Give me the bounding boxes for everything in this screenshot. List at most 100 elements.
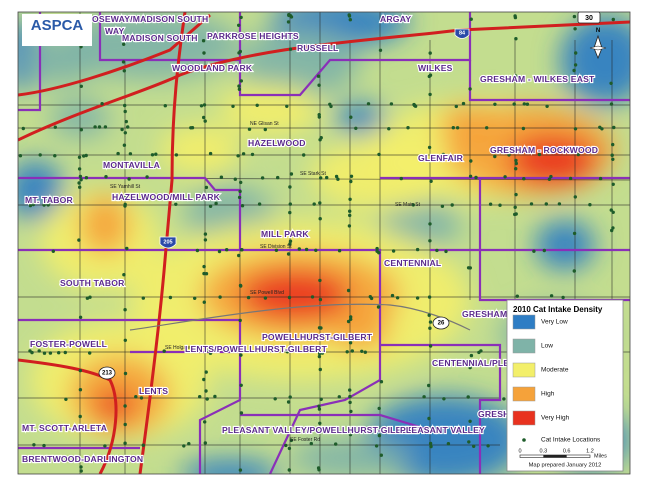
intake-point (468, 266, 472, 270)
intake-point (568, 176, 573, 181)
intake-point (77, 181, 81, 185)
intake-point (444, 249, 448, 254)
intake-point (549, 174, 553, 179)
intake-point (611, 17, 615, 22)
intake-point (287, 13, 291, 17)
intake-point (18, 154, 23, 158)
intake-point (287, 446, 292, 451)
intake-point (348, 18, 352, 22)
intake-point (237, 84, 241, 88)
intake-point (219, 175, 224, 179)
intake-point (120, 127, 124, 132)
intake-point (544, 202, 548, 206)
intake-point (428, 326, 432, 330)
intake-point (525, 102, 530, 106)
intake-point (610, 228, 614, 233)
intake-point (317, 83, 321, 87)
scale-bar (543, 455, 567, 458)
intake-point (77, 238, 81, 242)
intake-point (572, 14, 577, 19)
intake-point (78, 368, 83, 373)
shield-label: 26 (438, 321, 445, 327)
intake-point (574, 51, 578, 55)
intake-point (199, 104, 204, 108)
intake-point (428, 320, 433, 324)
street-label: SE Main St (395, 202, 421, 208)
neighborhood-label: SOUTH TABOR (60, 278, 125, 288)
intake-point (334, 174, 339, 179)
intake-point (468, 419, 472, 423)
intake-point (203, 232, 208, 236)
shield: 26 (432, 316, 450, 330)
intake-point (348, 341, 353, 345)
intake-point (287, 139, 291, 143)
neighborhood-label: FOSTER-POWELL (30, 339, 107, 349)
intake-point (239, 79, 243, 83)
intake-point (427, 313, 431, 317)
intake-point (609, 102, 614, 106)
intake-point (128, 152, 133, 156)
intake-point (205, 397, 209, 401)
intake-point (375, 249, 379, 253)
intake-point (53, 125, 57, 129)
intake-point (250, 152, 255, 157)
intake-point (145, 175, 149, 179)
intake-point (42, 351, 47, 355)
intake-point (289, 427, 293, 431)
intake-point (514, 161, 518, 166)
intake-point (241, 152, 246, 156)
intake-point (503, 175, 507, 179)
intake-point (289, 438, 293, 443)
intake-point (466, 395, 470, 399)
intake-point (477, 350, 481, 355)
intake-point (42, 203, 46, 207)
density-area (80, 195, 130, 255)
intake-point (218, 295, 222, 299)
intake-point (51, 249, 55, 253)
highway-shields: 30 84 205 213 26 (98, 11, 601, 380)
intake-point (88, 351, 92, 355)
logo: ASPCA (22, 14, 92, 46)
intake-point (502, 397, 506, 401)
intake-point (46, 203, 50, 207)
intake-point (611, 182, 615, 186)
intake-point (263, 127, 267, 132)
intake-point (348, 388, 352, 392)
intake-point (203, 441, 207, 445)
intake-point (427, 295, 432, 299)
intake-point (442, 397, 446, 401)
intake-point (97, 125, 102, 129)
intake-point (422, 395, 426, 399)
legend-swatch (512, 410, 536, 426)
intake-point (609, 81, 613, 86)
density-area (335, 103, 385, 133)
intake-point (469, 17, 473, 21)
intake-point (63, 350, 67, 355)
neighborhood-label: MT. TABOR (25, 195, 74, 205)
neighborhood-label: MONTAVILLA (103, 160, 160, 170)
intake-point (346, 319, 351, 324)
intake-point (88, 295, 92, 299)
intake-point (366, 102, 371, 106)
intake-point (472, 444, 476, 448)
arrow-shape (589, 45, 607, 51)
intake-point (78, 174, 83, 179)
scale-label: 0 (518, 448, 521, 454)
intake-point (318, 278, 322, 283)
intake-point (288, 210, 292, 215)
intake-point (205, 348, 210, 353)
shield-label: 213 (102, 371, 113, 377)
intake-point (123, 338, 128, 342)
intake-point (93, 125, 97, 129)
intake-point (286, 20, 291, 24)
intake-point (126, 125, 130, 129)
legend-title: 2010 Cat Intake Density (513, 305, 603, 314)
street-label: SE Holgate Blvd (165, 345, 202, 351)
neighborhood-label: PLEASANT VALLEY/POWELLHURST-GILBERT (222, 425, 420, 435)
intake-point (285, 104, 289, 109)
intake-point (395, 296, 400, 300)
boundary (198, 352, 242, 474)
intake-point (573, 27, 577, 31)
intake-point (493, 154, 497, 159)
